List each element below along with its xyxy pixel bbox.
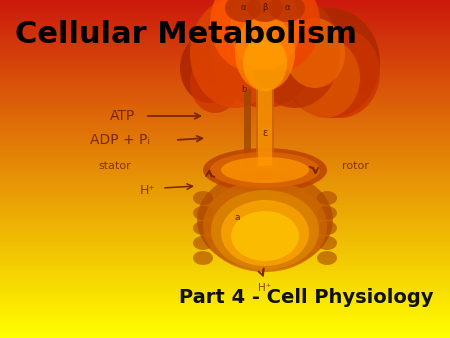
Ellipse shape [210,0,320,108]
Text: H⁺: H⁺ [140,184,156,196]
Ellipse shape [285,18,345,88]
Ellipse shape [190,53,240,113]
Text: β: β [262,3,268,13]
Text: H⁺: H⁺ [258,283,272,293]
Text: Part 4 - Cell Physiology: Part 4 - Cell Physiology [179,288,433,307]
Ellipse shape [225,0,261,22]
Ellipse shape [317,251,337,265]
Polygon shape [244,88,251,168]
Text: stator: stator [99,161,131,171]
Ellipse shape [240,0,320,71]
Ellipse shape [317,236,337,250]
Text: ADP + Pᵢ: ADP + Pᵢ [90,133,150,147]
Text: α: α [284,3,290,13]
Ellipse shape [221,157,309,183]
Text: α: α [240,3,246,13]
Ellipse shape [247,0,283,22]
Bar [256,88,274,168]
Ellipse shape [193,206,213,220]
Ellipse shape [317,206,337,220]
Ellipse shape [193,251,213,265]
Ellipse shape [190,0,280,108]
Bar [258,90,272,166]
Text: ε: ε [262,128,268,138]
Text: ATP: ATP [110,109,135,123]
Ellipse shape [203,148,327,192]
Text: rotor: rotor [342,161,369,171]
Ellipse shape [231,211,299,261]
Ellipse shape [300,28,380,118]
Ellipse shape [269,0,305,22]
Text: b: b [241,86,247,95]
Ellipse shape [211,190,319,270]
Ellipse shape [235,15,295,91]
Text: a: a [234,214,240,222]
Ellipse shape [180,33,240,103]
Ellipse shape [221,200,309,266]
Ellipse shape [290,38,360,118]
Ellipse shape [210,152,320,188]
Ellipse shape [193,236,213,250]
Ellipse shape [230,0,300,70]
Text: Cellular Metabolism: Cellular Metabolism [15,20,357,49]
Ellipse shape [317,221,337,235]
Ellipse shape [193,221,213,235]
Ellipse shape [203,180,327,272]
Ellipse shape [280,8,380,118]
Ellipse shape [193,191,213,205]
Ellipse shape [243,35,287,91]
Ellipse shape [250,0,340,108]
Ellipse shape [317,191,337,205]
Ellipse shape [210,0,290,71]
Ellipse shape [197,170,333,270]
